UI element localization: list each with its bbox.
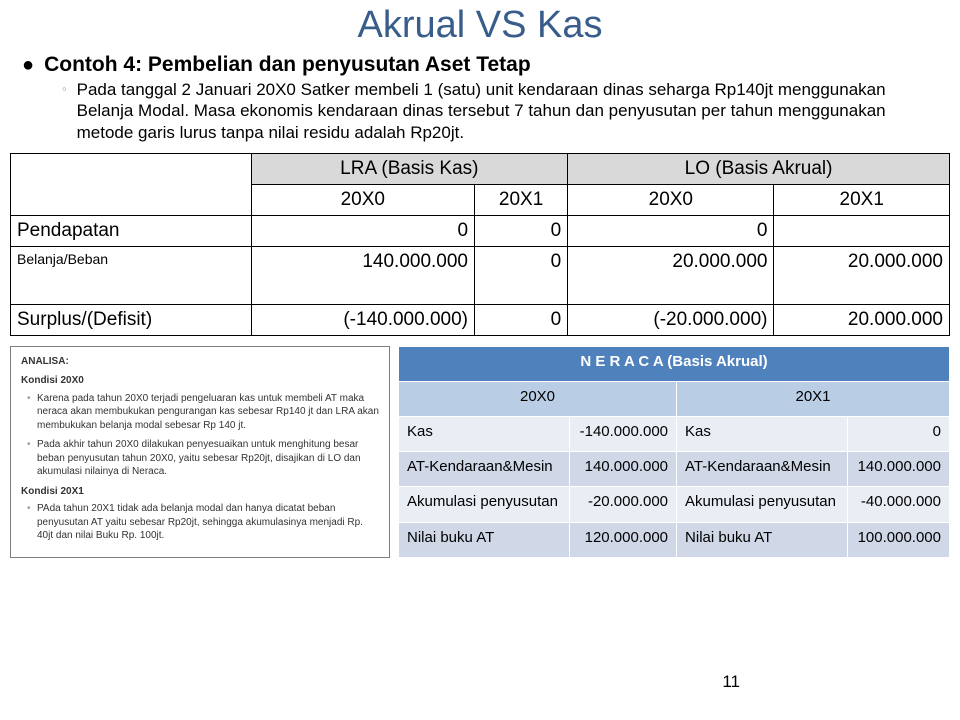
neraca-table: N E R A C A (Basis Akrual) 20X0 20X1 Kas…: [398, 346, 950, 558]
kondisi-20x0-label: Kondisi 20X0: [21, 374, 379, 388]
neraca-cell: Kas: [399, 417, 570, 452]
year-header: 20X0: [568, 184, 774, 215]
neraca-year-0: 20X0: [399, 381, 677, 416]
table-cell: 0: [251, 215, 474, 246]
analysis-heading: ANALISA:: [21, 355, 379, 369]
neraca-cell: -140.000.000: [569, 417, 676, 452]
analysis-item: Karena pada tahun 20X0 terjadi pengeluar…: [27, 392, 379, 433]
neraca-cell: 140.000.000: [569, 452, 676, 487]
neraca-cell: 140.000.000: [847, 452, 949, 487]
neraca-cell: 120.000.000: [569, 522, 676, 557]
bullet-dot-icon: ●: [22, 55, 34, 75]
table-cell: (-20.000.000): [568, 304, 774, 335]
kondisi-20x1-label: Kondisi 20X1: [21, 485, 379, 499]
neraca-cell: Nilai buku AT: [677, 522, 848, 557]
neraca-cell: AT-Kendaraan&Mesin: [399, 452, 570, 487]
analysis-item: Pada akhir tahun 20X0 dilakukan penyesua…: [27, 438, 379, 479]
year-header: 20X0: [251, 184, 474, 215]
page-number: 11: [722, 672, 740, 692]
table-cell: 0: [568, 215, 774, 246]
sub-bullet: ◦ Pada tanggal 2 Januari 20X0 Satker mem…: [62, 79, 938, 143]
year-header: 20X1: [774, 184, 950, 215]
neraca-cell: Akumulasi penyusutan: [677, 487, 848, 522]
neraca-cell: Nilai buku AT: [399, 522, 570, 557]
main-comparison-table: LRA (Basis Kas) LO (Basis Akrual) 20X020…: [10, 153, 950, 336]
table-cell: 0: [475, 215, 568, 246]
neraca-title: N E R A C A (Basis Akrual): [399, 346, 950, 381]
slide-title: Akrual VS Kas: [0, 0, 960, 53]
row-label: Belanja/Beban: [11, 246, 252, 304]
neraca-cell: Kas: [677, 417, 848, 452]
neraca-cell: 100.000.000: [847, 522, 949, 557]
analysis-item: PAda tahun 20X1 tidak ada belanja modal …: [27, 502, 379, 543]
sub-bullet-text: Pada tanggal 2 Januari 20X0 Satker membe…: [77, 79, 938, 143]
sub-bullet-ring-icon: ◦: [62, 81, 67, 143]
neraca-cell: AT-Kendaraan&Mesin: [677, 452, 848, 487]
neraca-cell: Akumulasi penyusutan: [399, 487, 570, 522]
table-cell: (-140.000.000): [251, 304, 474, 335]
lo-header: LO (Basis Akrual): [568, 153, 950, 184]
neraca-cell: 0: [847, 417, 949, 452]
table-cell: 20.000.000: [774, 246, 950, 304]
table-cell: 20.000.000: [774, 304, 950, 335]
bullet-main: ● Contoh 4: Pembelian dan penyusutan Ase…: [22, 53, 938, 77]
neraca-year-1: 20X1: [677, 381, 950, 416]
analysis-box: ANALISA: Kondisi 20X0 Karena pada tahun …: [10, 346, 390, 558]
lra-header: LRA (Basis Kas): [251, 153, 568, 184]
table-cell: 0: [475, 304, 568, 335]
table-cell: 0: [475, 246, 568, 304]
table-cell: 20.000.000: [568, 246, 774, 304]
table-cell: [774, 215, 950, 246]
row-label: Pendapatan: [11, 215, 252, 246]
neraca-cell: -20.000.000: [569, 487, 676, 522]
table-cell: 140.000.000: [251, 246, 474, 304]
row-label: Surplus/(Defisit): [11, 304, 252, 335]
neraca-cell: -40.000.000: [847, 487, 949, 522]
year-header: 20X1: [475, 184, 568, 215]
content-box: ● Contoh 4: Pembelian dan penyusutan Ase…: [10, 53, 950, 147]
bullet-main-text: Contoh 4: Pembelian dan penyusutan Aset …: [44, 53, 531, 77]
